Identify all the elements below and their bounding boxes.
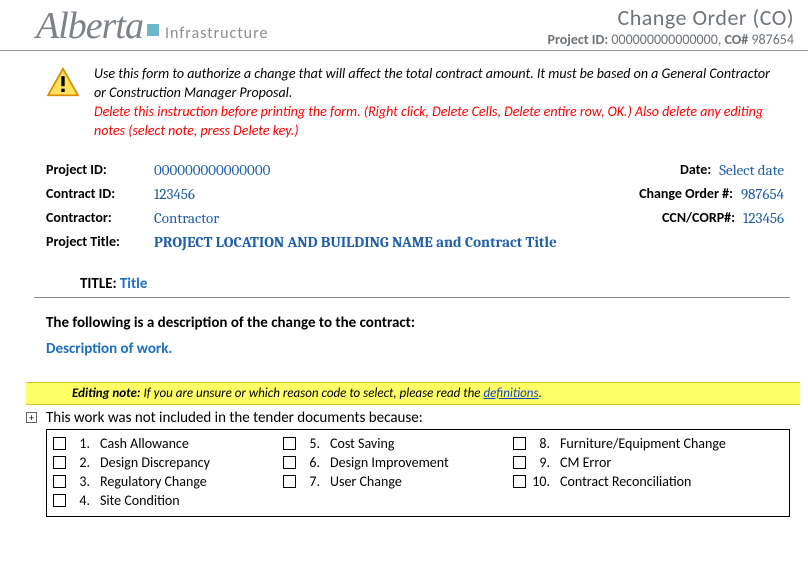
change-order-label: Change Order #: — [639, 185, 733, 203]
date-value[interactable]: Select date — [719, 161, 784, 179]
instruction-text: Use this form to authorize a change that… — [94, 65, 784, 141]
reason-box: 1. Cash Allowance 5. Cost Saving 8. Furniture… — [46, 429, 790, 517]
reason-text: Contract Reconciliation — [560, 473, 691, 490]
reason-item — [511, 491, 785, 510]
reason-checkbox[interactable] — [283, 437, 296, 450]
reason-item — [281, 491, 511, 510]
instruction-line2: Delete this instruction before printing … — [94, 103, 784, 141]
header-project-value: 000000000000000, — [611, 31, 721, 48]
reason-checkbox[interactable] — [53, 437, 66, 450]
ccn-label: CCN/CORP#: — [662, 209, 735, 227]
reason-text: Cost Saving — [330, 435, 394, 452]
reason-item: 5. Cost Saving — [281, 434, 511, 453]
reason-text: User Change — [330, 473, 402, 490]
editing-note: Editing note: If you are unsure or which… — [26, 382, 800, 405]
reason-text: Furniture/Equipment Change — [560, 435, 726, 452]
reason-heading-row: + This work was not included in the tend… — [0, 405, 808, 429]
reason-checkbox[interactable] — [53, 475, 66, 488]
change-order-value[interactable]: 987654 — [741, 185, 784, 203]
reason-number: 10. — [532, 473, 554, 490]
reason-item: 3. Regulatory Change — [51, 472, 281, 491]
reason-text: Regulatory Change — [100, 473, 207, 490]
reason-item: 6. Design Improvement — [281, 453, 511, 472]
warning-icon — [46, 67, 80, 97]
reason-number: 7. — [302, 473, 324, 490]
contract-id-value[interactable]: 123456 — [154, 185, 195, 203]
editing-note-text: If you are unsure or which reason code t… — [143, 386, 483, 401]
reason-text: CM Error — [560, 454, 611, 471]
ccn-value[interactable]: 123456 — [743, 209, 784, 227]
reason-checkbox[interactable] — [283, 456, 296, 469]
reason-checkbox[interactable] — [513, 475, 526, 488]
project-title-label: Project Title: — [46, 233, 154, 251]
definitions-link[interactable]: definitions — [483, 386, 538, 401]
header: Alberta Infrastructure Change Order (CO)… — [0, 0, 808, 51]
reason-number: 1. — [72, 435, 94, 452]
title-label: TITLE: — [80, 275, 117, 293]
header-co-label: CO# — [725, 31, 749, 48]
reason-number: 6. — [302, 454, 324, 471]
editing-note-period: . — [539, 386, 542, 401]
description-heading: The following is a description of the ch… — [0, 298, 808, 340]
project-id-value[interactable]: 000000000000000 — [154, 161, 270, 179]
reason-checkbox[interactable] — [53, 494, 66, 507]
reason-checkbox[interactable] — [283, 475, 296, 488]
title-row: TITLE: Title — [34, 261, 790, 298]
expand-icon[interactable]: + — [26, 412, 37, 423]
instruction-row: Use this form to authorize a change that… — [0, 51, 808, 151]
logo: Alberta Infrastructure — [36, 4, 268, 48]
reason-item: 1. Cash Allowance — [51, 434, 281, 453]
reason-item: 9. CM Error — [511, 453, 785, 472]
brand-word: Infrastructure — [165, 24, 268, 43]
reason-text: Design Discrepancy — [100, 454, 210, 471]
reason-text: Site Condition — [100, 492, 180, 509]
reason-number: 8. — [532, 435, 554, 452]
reason-number: 4. — [72, 492, 94, 509]
reason-number: 5. — [302, 435, 324, 452]
reason-checkbox[interactable] — [513, 456, 526, 469]
contractor-label: Contractor: — [46, 209, 154, 227]
reason-text: Cash Allowance — [100, 435, 189, 452]
reason-item: 10. Contract Reconciliation — [511, 472, 785, 491]
reason-item: 2. Design Discrepancy — [51, 453, 281, 472]
header-right: Change Order (CO) Project ID: 0000000000… — [548, 4, 794, 48]
description-body[interactable]: Description of work. — [0, 340, 808, 382]
reason-checkbox[interactable] — [513, 437, 526, 450]
reason-text: Design Improvement — [330, 454, 449, 471]
instruction-line1: Use this form to authorize a change that… — [94, 65, 784, 103]
reason-number: 2. — [72, 454, 94, 471]
project-id-label: Project ID: — [46, 161, 154, 179]
reason-heading: This work was not included in the tender… — [46, 409, 423, 427]
reason-number: 9. — [532, 454, 554, 471]
reason-checkbox[interactable] — [53, 456, 66, 469]
fields-block: Project ID: 000000000000000 Date: Select… — [0, 151, 808, 261]
brand-square-icon — [147, 24, 159, 36]
header-co-value: 987654 — [751, 31, 794, 48]
editing-note-label: Editing note: — [72, 386, 141, 401]
brand-script: Alberta — [36, 4, 143, 48]
reason-item: 8. Furniture/Equipment Change — [511, 434, 785, 453]
reason-item: 7. User Change — [281, 472, 511, 491]
header-subtitle: Project ID: 000000000000000, CO# 987654 — [548, 31, 794, 48]
contract-id-label: Contract ID: — [46, 185, 154, 203]
reason-item: 4. Site Condition — [51, 491, 281, 510]
date-label: Date: — [680, 161, 711, 179]
title-value[interactable]: Title — [120, 275, 148, 293]
header-project-label: Project ID: — [548, 31, 609, 48]
page-title: Change Order (CO) — [548, 4, 794, 31]
contractor-value[interactable]: Contractor — [154, 209, 219, 227]
reason-number: 3. — [72, 473, 94, 490]
project-title-value[interactable]: PROJECT LOCATION AND BUILDING NAME and C… — [154, 233, 557, 251]
